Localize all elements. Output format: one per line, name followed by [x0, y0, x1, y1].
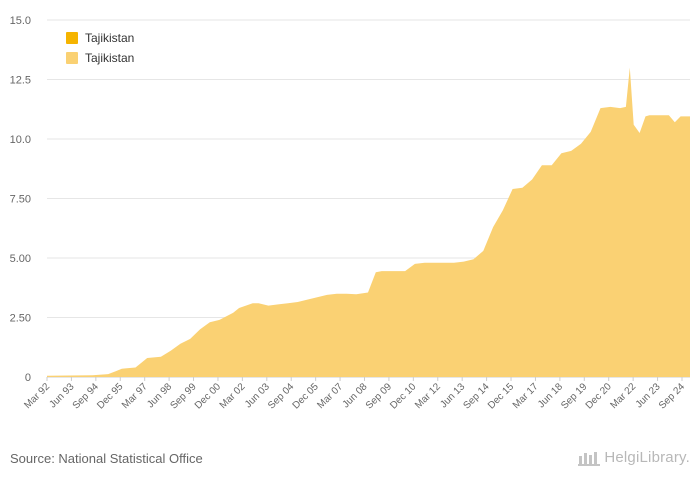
x-tick-label: Mar 97: [120, 381, 150, 411]
x-tick-label: Dec 05: [291, 381, 321, 411]
x-tick-label: Mar 17: [511, 381, 541, 411]
library-icon: [578, 451, 601, 466]
x-tick-label: Dec 00: [193, 381, 223, 411]
x-tick-label: Mar 92: [22, 381, 52, 411]
source-note: Source: National Statistical Office: [10, 451, 203, 466]
legend-label-series-1: Tajikistan: [85, 31, 135, 45]
y-tick-label: 12.5: [10, 75, 31, 87]
x-tick-label: Dec 20: [584, 381, 614, 411]
legend-item-series-2[interactable]: Tajikistan: [66, 48, 134, 68]
legend-label-series-2: Tajikistan: [85, 51, 135, 65]
x-tick-label: Dec 10: [388, 381, 418, 411]
area-series: [47, 67, 690, 377]
area-series-tajikistan[interactable]: [47, 67, 690, 377]
brand-name: HelgiLibrary.: [604, 449, 690, 466]
x-tick-label: Dec 15: [486, 381, 516, 411]
y-tick-label: 0: [25, 372, 31, 384]
x-tick-label: Sep 04: [266, 381, 296, 411]
y-tick-label: 5.00: [10, 253, 31, 265]
legend-item-series-1[interactable]: Tajikistan: [66, 28, 134, 48]
legend-swatch-series-2: [66, 52, 78, 64]
brand-logo[interactable]: HelgiLibrary.: [578, 449, 690, 466]
x-tick-label: Sep 14: [462, 381, 492, 411]
x-tick-label: Sep 19: [559, 381, 589, 411]
x-tick-label: Sep 09: [364, 381, 394, 411]
x-tick-label: Sep 99: [168, 381, 198, 411]
x-tick-label: Mar 12: [413, 381, 443, 411]
x-tick-label: Mar 22: [608, 381, 638, 411]
legend-swatch-series-1: [66, 32, 78, 44]
x-tick-label: Sep 24: [657, 381, 687, 411]
x-tick-label: Sep 94: [71, 381, 101, 411]
grid-lines: [47, 19, 690, 378]
x-tick-label: Dec 95: [95, 381, 125, 411]
y-tick-label: 7.50: [10, 194, 31, 206]
y-tick-label: 10.0: [10, 134, 31, 146]
y-axis: 0 2.50 5.00 7.50 10.0 12.5 15.0: [10, 15, 31, 384]
x-tick-label: Mar 02: [218, 381, 248, 411]
legend: Tajikistan Tajikistan: [66, 28, 134, 68]
y-tick-label: 15.0: [10, 15, 31, 27]
x-tick-label: Mar 07: [315, 381, 345, 411]
y-tick-label: 2.50: [10, 313, 31, 325]
